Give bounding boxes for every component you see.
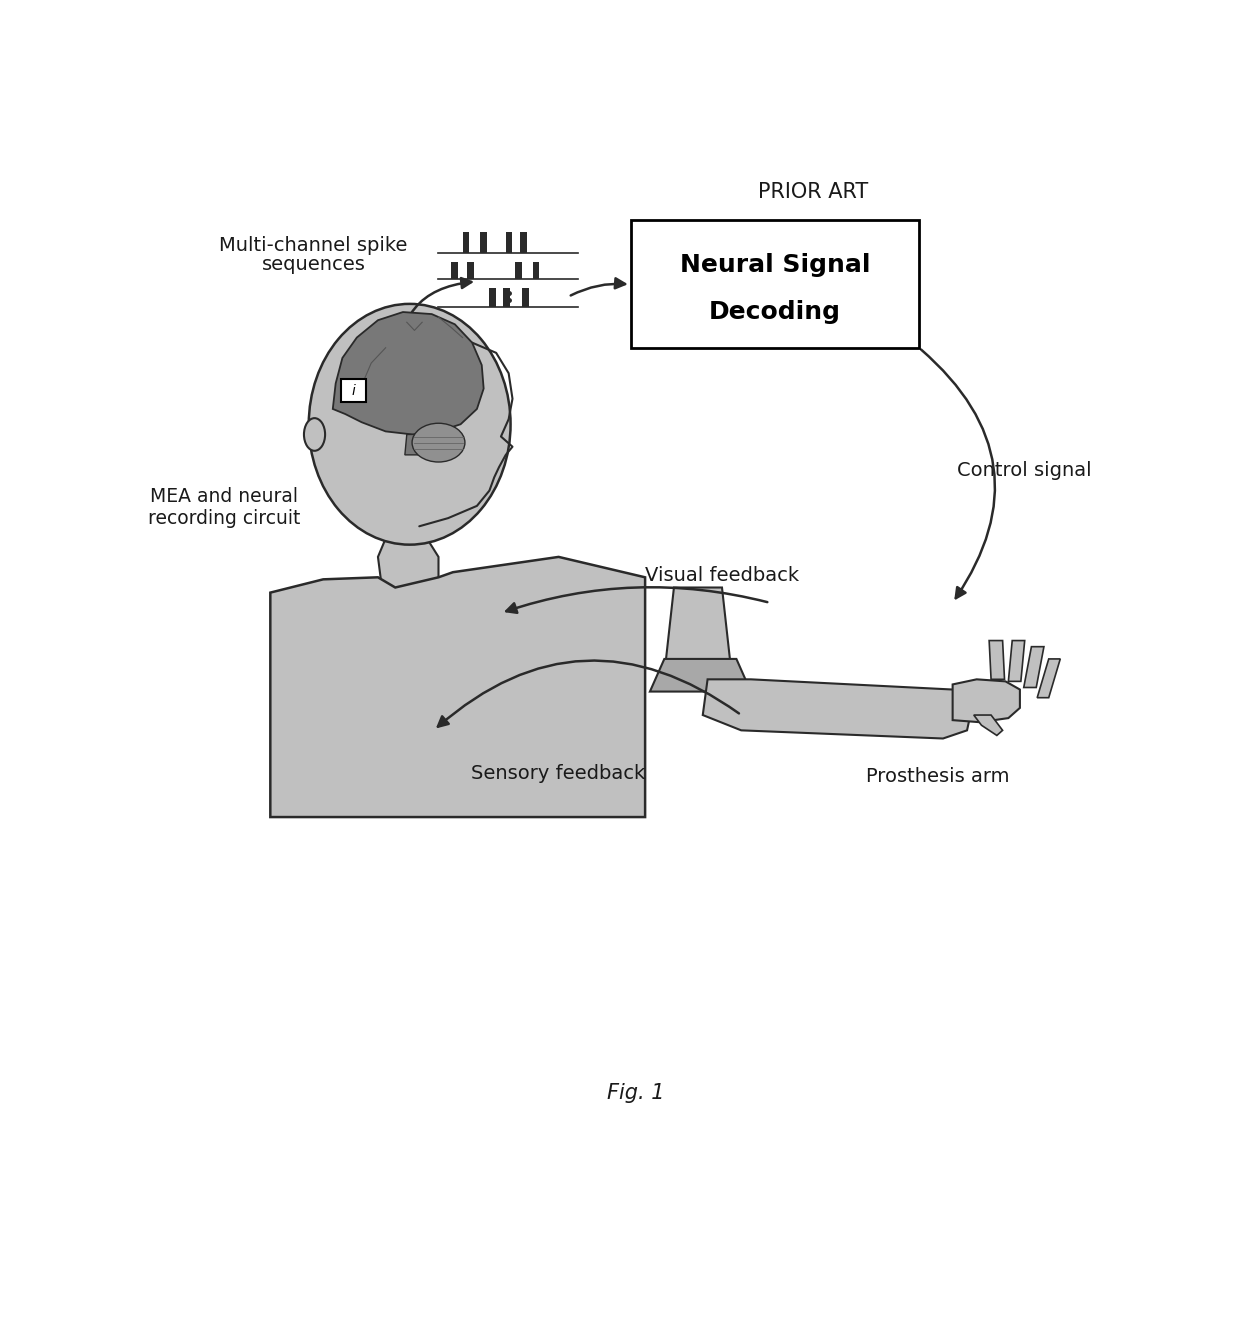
Polygon shape bbox=[516, 262, 522, 280]
FancyArrowPatch shape bbox=[570, 278, 625, 295]
Text: Prosthesis arm: Prosthesis arm bbox=[867, 767, 1009, 786]
Polygon shape bbox=[1024, 647, 1044, 688]
Bar bbox=[631, 220, 919, 347]
Polygon shape bbox=[703, 680, 972, 738]
Polygon shape bbox=[1008, 640, 1024, 681]
Text: sequences: sequences bbox=[262, 254, 366, 273]
FancyArrowPatch shape bbox=[438, 661, 739, 726]
Polygon shape bbox=[332, 313, 484, 435]
Polygon shape bbox=[506, 232, 512, 253]
Polygon shape bbox=[490, 288, 496, 307]
Polygon shape bbox=[463, 232, 469, 253]
Polygon shape bbox=[522, 288, 528, 307]
Polygon shape bbox=[503, 288, 510, 307]
Polygon shape bbox=[404, 435, 429, 454]
Ellipse shape bbox=[304, 419, 325, 450]
Polygon shape bbox=[973, 716, 1003, 735]
Ellipse shape bbox=[412, 423, 465, 462]
Ellipse shape bbox=[309, 303, 511, 545]
Text: Decoding: Decoding bbox=[709, 299, 841, 325]
Text: Fig. 1: Fig. 1 bbox=[606, 1083, 665, 1102]
Polygon shape bbox=[650, 659, 751, 692]
Text: i: i bbox=[352, 384, 356, 398]
FancyArrowPatch shape bbox=[506, 587, 768, 612]
Polygon shape bbox=[451, 262, 458, 280]
Text: MEA and neural
recording circuit: MEA and neural recording circuit bbox=[148, 488, 300, 529]
Polygon shape bbox=[270, 556, 645, 818]
Polygon shape bbox=[533, 262, 539, 280]
Bar bbox=[341, 379, 367, 401]
Text: Neural Signal: Neural Signal bbox=[680, 253, 870, 277]
Polygon shape bbox=[521, 232, 527, 253]
Text: Multi-channel spike: Multi-channel spike bbox=[219, 236, 408, 256]
Polygon shape bbox=[952, 680, 1019, 722]
Polygon shape bbox=[480, 232, 486, 253]
Text: Control signal: Control signal bbox=[957, 461, 1092, 480]
Polygon shape bbox=[665, 587, 732, 674]
Polygon shape bbox=[467, 262, 474, 280]
Polygon shape bbox=[1037, 659, 1060, 698]
Polygon shape bbox=[990, 640, 1004, 680]
Text: Visual feedback: Visual feedback bbox=[645, 566, 799, 584]
FancyArrowPatch shape bbox=[921, 350, 994, 598]
Polygon shape bbox=[378, 526, 439, 590]
Text: Sensory feedback: Sensory feedback bbox=[471, 763, 646, 783]
Text: PRIOR ART: PRIOR ART bbox=[758, 182, 868, 201]
FancyArrowPatch shape bbox=[399, 278, 471, 371]
